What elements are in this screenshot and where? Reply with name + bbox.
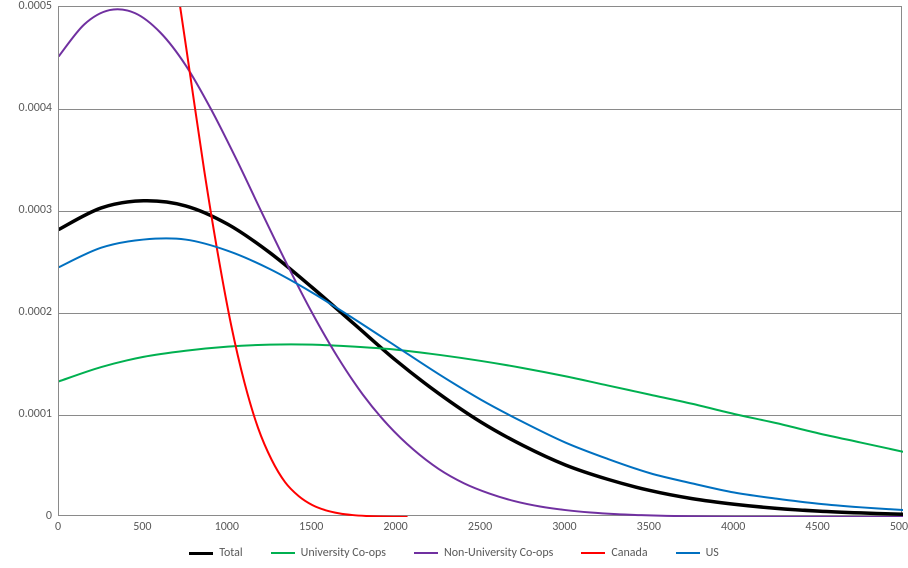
x-axis-label: 3000 xyxy=(552,520,576,534)
legend-item: US xyxy=(676,546,719,560)
legend-label: Canada xyxy=(611,546,647,560)
x-axis-label: 4500 xyxy=(805,520,829,534)
y-axis-label: 0 xyxy=(0,509,52,523)
legend-label: Total xyxy=(219,546,242,560)
x-axis-label: 0 xyxy=(55,520,61,534)
x-axis-label: 5000 xyxy=(890,520,908,534)
chart-lines xyxy=(59,7,903,517)
x-axis-label: 1000 xyxy=(215,520,239,534)
x-axis-label: 2000 xyxy=(383,520,407,534)
legend-swatch xyxy=(581,552,605,554)
series-line xyxy=(59,9,903,517)
legend-label: US xyxy=(706,546,719,560)
legend-swatch xyxy=(414,552,438,554)
plot-area xyxy=(58,6,902,516)
x-axis-label: 500 xyxy=(133,520,151,534)
x-axis-label: 1500 xyxy=(299,520,323,534)
series-line xyxy=(59,344,903,451)
line-chart: Total University Co-ops Non-University Co-… xyxy=(0,0,908,568)
y-axis-label: 0.0005 xyxy=(0,0,52,13)
y-axis-label: 0.0003 xyxy=(0,203,52,217)
legend-swatch xyxy=(271,552,295,554)
y-axis-label: 0.0002 xyxy=(0,305,52,319)
y-axis-label: 0.0001 xyxy=(0,407,52,421)
legend-label: Non-University Co-ops xyxy=(444,546,553,560)
y-axis-label: 0.0004 xyxy=(0,101,52,115)
legend-item: Non-University Co-ops xyxy=(414,546,553,560)
series-line xyxy=(59,201,903,514)
x-axis-label: 4000 xyxy=(721,520,745,534)
legend-item: University Co-ops xyxy=(271,546,386,560)
legend-item: Total xyxy=(189,546,242,560)
legend-item: Canada xyxy=(581,546,647,560)
legend-label: University Co-ops xyxy=(301,546,386,560)
x-axis-label: 2500 xyxy=(468,520,492,534)
legend-swatch xyxy=(189,552,213,555)
series-line xyxy=(59,238,903,510)
legend-swatch xyxy=(676,552,700,554)
x-axis-label: 3500 xyxy=(637,520,661,534)
legend: Total University Co-ops Non-University Co-… xyxy=(0,546,908,560)
